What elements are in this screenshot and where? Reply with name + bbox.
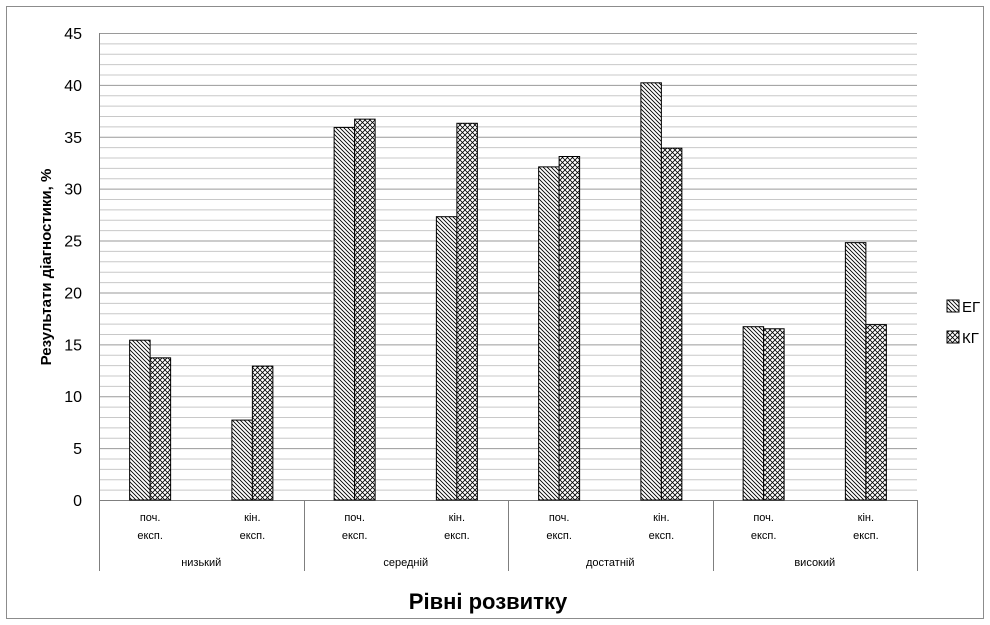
bar-eg [129, 339, 151, 501]
bar-eg [844, 242, 867, 501]
y-tick-label: 30 [64, 182, 82, 199]
bar-kg [763, 328, 785, 501]
x-category-label: кін. [858, 512, 874, 524]
x-category-label: експ. [546, 530, 572, 542]
gridlines [99, 33, 917, 501]
x-category-label: експ. [853, 530, 879, 542]
bar-kg [354, 118, 376, 501]
x-group-label: середній [383, 557, 428, 569]
x-category-label: кін. [653, 512, 669, 524]
legend-label: ЕГ [962, 299, 980, 316]
y-tick-label: 0 [73, 493, 82, 510]
legend-swatch-kg [946, 330, 960, 344]
bar-kg [251, 365, 274, 501]
legend-label: КГ [962, 330, 979, 347]
bar-kg [865, 324, 887, 501]
y-axis-title: Результати діагностики, % [38, 169, 55, 366]
bar-eg [538, 166, 560, 501]
x-category-label: експ. [751, 530, 777, 542]
bar-eg [333, 126, 356, 501]
legend: ЕГ КГ [946, 299, 980, 347]
x-category-label: кін. [449, 512, 465, 524]
bar-kg [660, 147, 683, 501]
y-tick-label: 45 [64, 26, 82, 43]
axis-labels: 0 5 10 15 20 25 30 35 40 45 поч. експ. кін. експ. поч.… [64, 26, 878, 569]
x-group-label: низький [181, 557, 221, 569]
x-category-label: експ. [137, 530, 163, 542]
bar-kg [149, 357, 172, 501]
x-group-label: високий [794, 557, 835, 569]
y-tick-label: 25 [64, 234, 82, 251]
bars [129, 82, 887, 501]
x-category-label: експ. [444, 530, 470, 542]
x-category-label: експ. [240, 530, 266, 542]
bar-eg [742, 326, 765, 501]
x-category-label: поч. [549, 512, 570, 524]
legend-swatch-eg [946, 299, 960, 313]
x-axis-title: Рівні розвитку [409, 589, 568, 614]
x-category-label: поч. [753, 512, 774, 524]
x-category-label: поч. [140, 512, 161, 524]
bar-eg [640, 82, 662, 501]
y-tick-label: 10 [64, 389, 82, 406]
y-tick-label: 5 [73, 441, 82, 458]
x-category-label: кін. [244, 512, 260, 524]
bar-kg [558, 155, 581, 501]
chart-frame [6, 6, 984, 619]
bar-kg [456, 122, 478, 501]
y-tick-label: 35 [64, 130, 82, 147]
x-category-label: експ. [649, 530, 675, 542]
y-tick-label: 15 [64, 337, 82, 354]
y-tick-label: 20 [64, 285, 82, 302]
x-group-label: достатній [586, 557, 635, 569]
x-category-label: поч. [344, 512, 365, 524]
x-category-label: експ. [342, 530, 368, 542]
y-tick-label: 40 [64, 78, 82, 95]
bar-eg [435, 216, 458, 501]
bar-eg [231, 419, 253, 501]
